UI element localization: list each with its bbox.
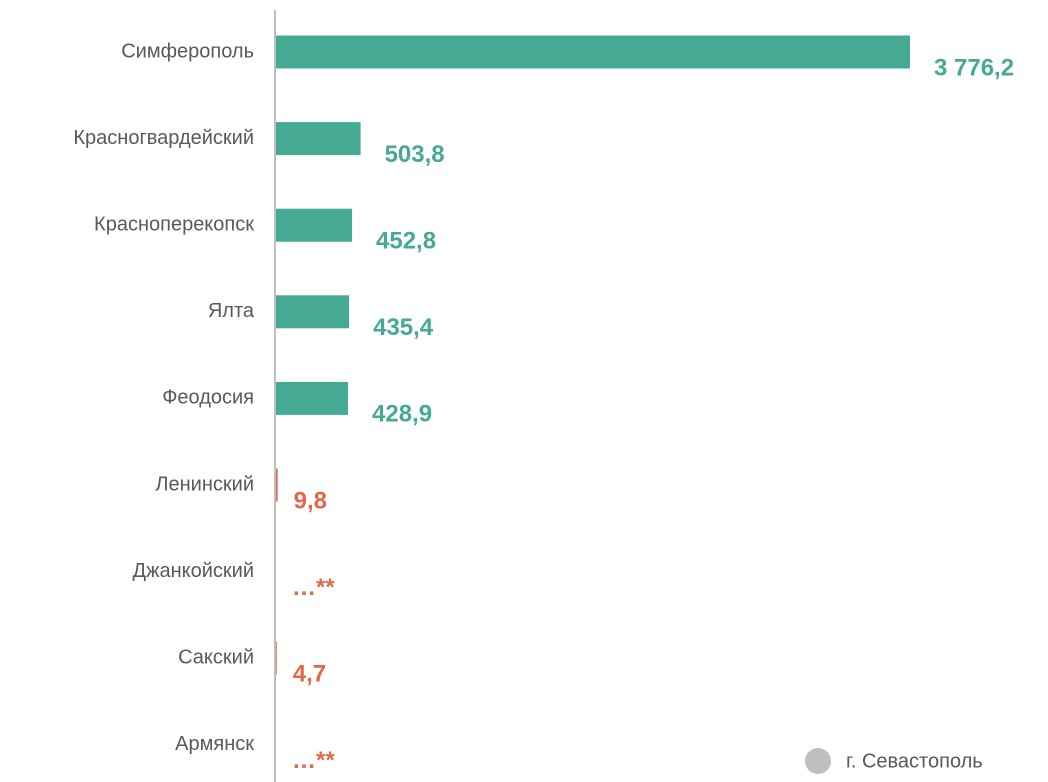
value-label: …** (292, 747, 335, 774)
value-label: …** (292, 574, 335, 601)
value-label: 4,7 (293, 661, 326, 688)
value-label: 428,9 (372, 401, 432, 428)
bar (276, 295, 350, 329)
legend-label: г. Севастополь (846, 750, 983, 772)
legend-swatch (805, 748, 831, 774)
bar (276, 641, 277, 675)
category-label: Симферополь (121, 40, 254, 62)
bar (276, 35, 911, 69)
category-label: Красногвардейский (73, 127, 254, 149)
value-label: 3 776,2 (934, 54, 1014, 81)
value-label: 9,8 (294, 487, 327, 514)
bar (276, 208, 353, 242)
category-label: Джанкойский (133, 560, 254, 582)
value-label: 452,8 (376, 228, 436, 255)
value-label: 435,4 (373, 314, 434, 341)
category-label: Ленинский (155, 473, 254, 495)
bar (276, 122, 361, 156)
category-label: Армянск (175, 733, 254, 755)
category-label: Красноперекопск (94, 213, 254, 235)
bar (276, 381, 349, 415)
value-label: 503,8 (385, 141, 445, 168)
bar (276, 468, 278, 502)
category-label: Ялта (208, 300, 255, 322)
category-label: Сакский (178, 646, 254, 668)
category-label: Феодосия (162, 387, 254, 409)
